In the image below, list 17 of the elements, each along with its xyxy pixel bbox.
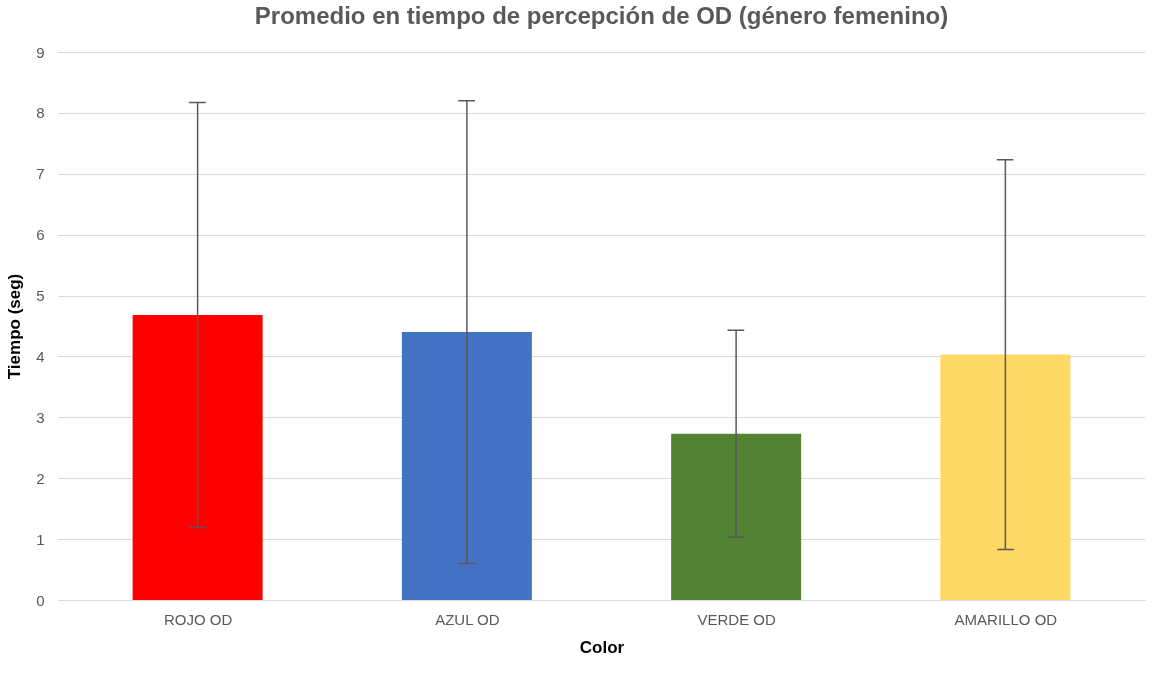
x-tick-label: AZUL OD <box>435 610 500 628</box>
x-tick-label: AMARILLO OD <box>954 610 1058 628</box>
y-axis-title: Tiempo (seg) <box>5 273 25 380</box>
y-tick-label: 2 <box>36 469 45 487</box>
y-tick-label: 3 <box>36 408 45 426</box>
y-tick-label: 4 <box>36 347 45 365</box>
y-tick-label: 6 <box>36 226 45 244</box>
y-tick-label: 5 <box>36 287 45 305</box>
chart-title: Promedio en tiempo de percepción de OD (género femenino) <box>254 2 949 29</box>
y-tick-label: 9 <box>36 43 45 61</box>
y-tick-label: 1 <box>36 530 45 548</box>
y-tick-label: 8 <box>36 104 45 122</box>
x-axis-title: Color <box>579 637 625 657</box>
x-tick-label: ROJO OD <box>163 610 233 628</box>
y-tick-label: 7 <box>36 165 45 183</box>
y-tick-label: 0 <box>36 591 45 609</box>
x-tick-label: VERDE OD <box>697 610 776 628</box>
